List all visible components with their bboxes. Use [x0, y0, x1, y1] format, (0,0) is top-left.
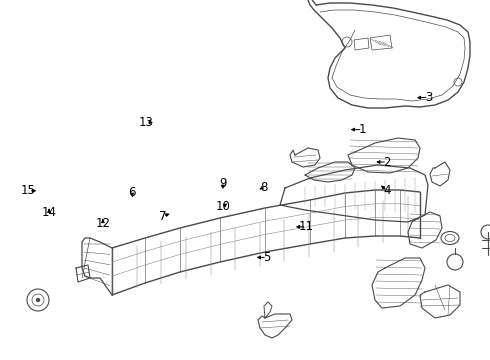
- Text: 13: 13: [139, 116, 153, 129]
- Text: 12: 12: [96, 217, 110, 230]
- Text: 1: 1: [359, 123, 367, 136]
- Text: 8: 8: [260, 181, 268, 194]
- Text: 6: 6: [128, 186, 136, 199]
- Text: 9: 9: [219, 177, 227, 190]
- Text: 7: 7: [159, 210, 167, 222]
- Text: 2: 2: [383, 156, 391, 168]
- Text: 4: 4: [383, 184, 391, 197]
- Text: 11: 11: [299, 220, 314, 233]
- Text: 15: 15: [21, 184, 36, 197]
- Text: 3: 3: [425, 91, 433, 104]
- Text: 5: 5: [263, 251, 271, 264]
- Text: 14: 14: [42, 206, 56, 219]
- Circle shape: [36, 298, 40, 302]
- Text: 10: 10: [216, 201, 230, 213]
